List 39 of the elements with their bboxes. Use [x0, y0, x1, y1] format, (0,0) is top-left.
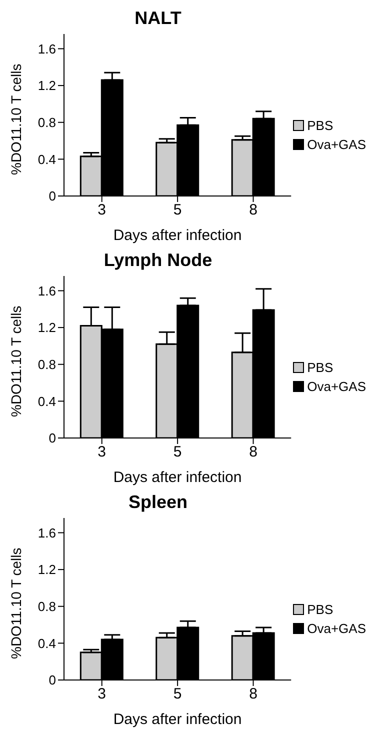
legend-label: Ova+GAS [307, 621, 366, 636]
y-axis-title: %DO11.10 T cells [8, 548, 24, 659]
y-axis-title: %DO11.10 T cells [8, 306, 24, 417]
chart-title: Lymph Node [102, 250, 214, 272]
legend-label: PBS [307, 602, 334, 617]
x-axis-title: Days after infection [113, 469, 242, 486]
y-tick-label: 0.4 [38, 636, 56, 651]
x-tick-label: 3 [98, 444, 106, 461]
chart-title: NALT [134, 8, 182, 30]
y-tick-label: 1.6 [38, 41, 56, 56]
x-tick-label: 8 [249, 444, 258, 461]
y-tick-label: 0.8 [38, 356, 56, 372]
y-axis-title: %DO11.10 T cells [8, 64, 24, 175]
y-tick-label: 1.2 [38, 562, 56, 578]
y-tick-label: 1.2 [38, 320, 56, 336]
y-tick-label: 0.4 [38, 152, 56, 167]
legend-label: PBS [307, 118, 334, 133]
y-tick-label: 1.6 [38, 525, 56, 540]
x-tick-label: 5 [173, 202, 182, 219]
x-axis-title: Days after infection [113, 711, 242, 728]
x-axis-title: Days after infection [113, 227, 242, 244]
y-tick-label: 0 [48, 188, 56, 204]
legend-label: PBS [307, 360, 334, 375]
x-tick-label: 5 [173, 686, 182, 703]
legend-label: Ova+GAS [307, 379, 366, 394]
y-tick-label: 0.8 [38, 114, 56, 130]
y-tick-label: 0 [48, 672, 56, 688]
y-tick-label: 0.8 [38, 598, 56, 614]
x-tick-label: 8 [249, 202, 258, 219]
chart-title: Spleen [127, 492, 189, 514]
x-tick-label: 5 [173, 444, 182, 461]
y-tick-label: 0.4 [38, 394, 56, 409]
y-tick-label: 1.2 [38, 78, 56, 94]
legend-label: Ova+GAS [307, 137, 366, 152]
x-tick-label: 3 [98, 202, 106, 219]
y-tick-label: 0 [48, 430, 56, 446]
x-tick-label: 3 [98, 686, 106, 703]
y-tick-label: 1.6 [38, 283, 56, 298]
x-tick-label: 8 [249, 686, 258, 703]
